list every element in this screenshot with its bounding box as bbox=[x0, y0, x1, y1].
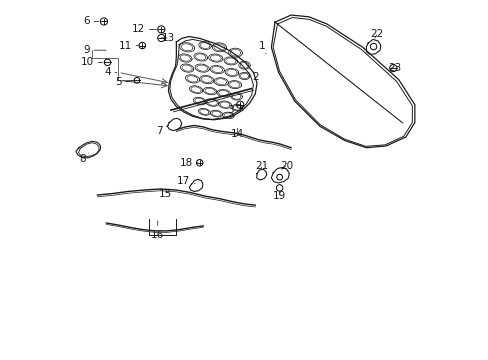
Text: 11: 11 bbox=[119, 41, 139, 50]
Text: 14: 14 bbox=[230, 128, 244, 139]
Text: 22: 22 bbox=[370, 29, 383, 39]
Text: 6: 6 bbox=[83, 17, 99, 27]
Text: 21: 21 bbox=[255, 161, 268, 171]
Text: 16: 16 bbox=[151, 221, 164, 239]
Text: 15: 15 bbox=[159, 189, 172, 199]
Text: 17: 17 bbox=[177, 176, 195, 186]
Text: 20: 20 bbox=[280, 161, 293, 171]
Text: 8: 8 bbox=[79, 153, 88, 164]
Text: 1: 1 bbox=[259, 41, 265, 54]
Text: 18: 18 bbox=[180, 158, 198, 168]
Text: 7: 7 bbox=[156, 125, 168, 135]
Text: 3: 3 bbox=[226, 105, 236, 115]
Text: 12: 12 bbox=[132, 24, 156, 35]
Text: 10: 10 bbox=[81, 57, 102, 67]
Text: 23: 23 bbox=[387, 63, 400, 73]
Text: 13: 13 bbox=[160, 33, 175, 43]
Text: 5: 5 bbox=[115, 77, 135, 87]
Text: 9: 9 bbox=[83, 45, 106, 55]
Text: 19: 19 bbox=[272, 191, 285, 201]
Text: 2: 2 bbox=[247, 72, 258, 82]
Text: 4: 4 bbox=[104, 67, 117, 77]
